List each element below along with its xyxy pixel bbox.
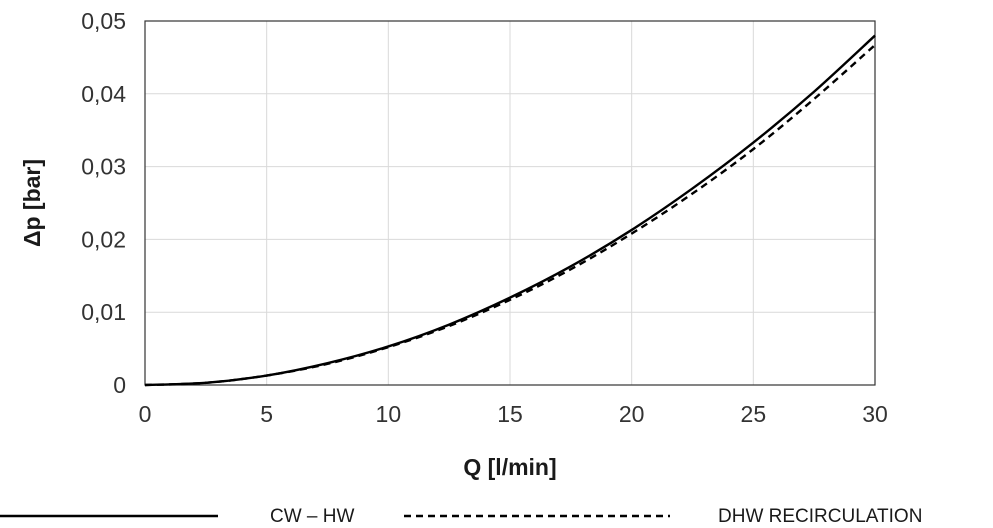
- x-tick-label: 5: [260, 401, 273, 427]
- y-tick-label: 0: [113, 372, 126, 398]
- gridlines: [145, 21, 875, 385]
- y-tick-label: 0,05: [81, 8, 126, 34]
- x-tick-label: 30: [862, 401, 888, 427]
- y-axis-ticks: 0 0,01 0,02 0,03 0,04 0,05: [81, 8, 126, 398]
- x-tick-label: 10: [376, 401, 402, 427]
- y-axis-title: Δp [bar]: [19, 159, 45, 247]
- plot-area-frame: [144, 20, 876, 386]
- y-tick-label: 0,03: [81, 154, 126, 180]
- y-tick-label: 0,02: [81, 226, 126, 252]
- legend-label-dhw-recirculation: DHW RECIRCULATION: [718, 506, 922, 527]
- x-axis-ticks: 0 5 10 15 20 25 30: [139, 401, 888, 427]
- x-axis-title: Q [l/min]: [463, 454, 556, 480]
- series-line-1: [144, 44, 876, 387]
- x-tick-label: 15: [497, 401, 523, 427]
- legend-label-cw-hw: CW – HW: [270, 506, 355, 527]
- y-tick-label: 0,01: [81, 299, 126, 325]
- series-group: [144, 34, 876, 387]
- x-tick-label: 20: [619, 401, 645, 427]
- y-tick-label: 0,04: [81, 81, 126, 107]
- legend: CW – HW DHW RECIRCULATION: [0, 506, 922, 527]
- x-tick-label: 25: [741, 401, 767, 427]
- x-tick-label: 0: [139, 401, 152, 427]
